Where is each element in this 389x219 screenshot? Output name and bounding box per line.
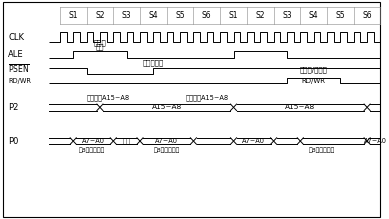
Text: 数据地址A15~A8: 数据地址A15~A8 (185, 94, 228, 101)
Text: P2: P2 (8, 103, 19, 112)
Text: S1: S1 (229, 11, 238, 20)
Text: A15~A8: A15~A8 (152, 104, 182, 110)
Text: CLK: CLK (8, 33, 25, 42)
Text: RD/WR: RD/WR (302, 78, 326, 84)
Text: S1: S1 (68, 11, 78, 20)
Text: RD/WR: RD/WR (8, 78, 32, 84)
Text: 低8位指令地址: 低8位指令地址 (79, 148, 105, 153)
Text: A7~A0: A7~A0 (242, 138, 265, 144)
Text: S3: S3 (122, 11, 131, 20)
Text: 外部读/写允许: 外部读/写允许 (300, 66, 328, 72)
Text: A7~A0: A7~A0 (364, 138, 387, 144)
Text: A7~A0: A7~A0 (82, 138, 105, 144)
Text: S4: S4 (309, 11, 319, 20)
Text: S2: S2 (95, 11, 105, 20)
Text: 低8位数据地址: 低8位数据地址 (154, 148, 180, 153)
Text: S3: S3 (282, 11, 292, 20)
Text: 沿锁存: 沿锁存 (94, 40, 106, 46)
Text: 低8位数据地址: 低8位数据地址 (308, 148, 335, 153)
Text: A15~A8: A15~A8 (285, 104, 315, 110)
Text: S5: S5 (336, 11, 345, 20)
Text: 指令地址A15~A8: 指令地址A15~A8 (86, 94, 130, 101)
Text: S5: S5 (175, 11, 185, 20)
Text: S2: S2 (256, 11, 265, 20)
Text: 指令: 指令 (123, 138, 131, 144)
Text: 指令读允许: 指令读允许 (143, 59, 164, 66)
Text: $\overline{\rm PSEN}$: $\overline{\rm PSEN}$ (8, 64, 30, 76)
Text: S6: S6 (362, 11, 372, 20)
Text: 地址: 地址 (96, 43, 104, 50)
Text: S4: S4 (149, 11, 158, 20)
Text: A7~A0: A7~A0 (155, 138, 178, 144)
Text: P0: P0 (8, 137, 19, 146)
Text: S6: S6 (202, 11, 212, 20)
Text: ALE: ALE (8, 50, 24, 59)
